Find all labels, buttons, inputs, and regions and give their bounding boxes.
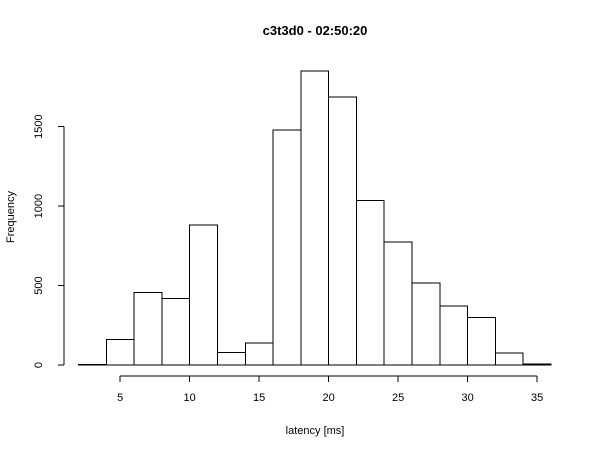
histogram-bar-2 [134, 293, 162, 365]
histogram-bar-9 [329, 97, 357, 365]
histogram-bar-7 [273, 130, 301, 365]
histogram-bar-16 [523, 364, 551, 365]
histogram-bar-14 [468, 317, 496, 365]
histogram-bar-8 [301, 71, 329, 365]
histogram-bar-4 [190, 225, 218, 365]
y-tick-label-1000: 1000 [33, 194, 45, 218]
x-tick-label-30: 30 [461, 392, 473, 404]
y-tick-label-0: 0 [33, 362, 45, 368]
x-axis: 5 10 15 20 25 30 35 [117, 376, 543, 404]
x-tick-label-25: 25 [392, 392, 404, 404]
chart-title: c3t3d0 - 02:50:20 [263, 23, 368, 38]
histogram-bar-10 [356, 201, 384, 365]
x-tick-label-10: 10 [184, 392, 196, 404]
histogram-bar-6 [245, 343, 273, 365]
x-tick-label-20: 20 [323, 392, 335, 404]
histogram-bar-3 [162, 298, 190, 365]
x-tick-label-35: 35 [531, 392, 543, 404]
histogram-bar-11 [384, 242, 412, 365]
histogram-bar-13 [440, 306, 468, 365]
x-axis-label: latency [ms] [286, 425, 345, 437]
histogram-bar-12 [412, 283, 440, 365]
y-tick-label-1500: 1500 [33, 114, 45, 138]
histogram-bar-5 [217, 352, 245, 365]
x-tick-label-15: 15 [253, 392, 265, 404]
histogram-bar-1 [106, 340, 134, 365]
y-axis: 0 500 1000 1500 [33, 114, 64, 368]
histogram-bar-15 [495, 353, 523, 365]
histogram-bars [79, 71, 552, 365]
x-tick-label-5: 5 [117, 392, 123, 404]
y-axis-label: Frequency [5, 191, 17, 243]
y-tick-label-500: 500 [33, 276, 45, 294]
